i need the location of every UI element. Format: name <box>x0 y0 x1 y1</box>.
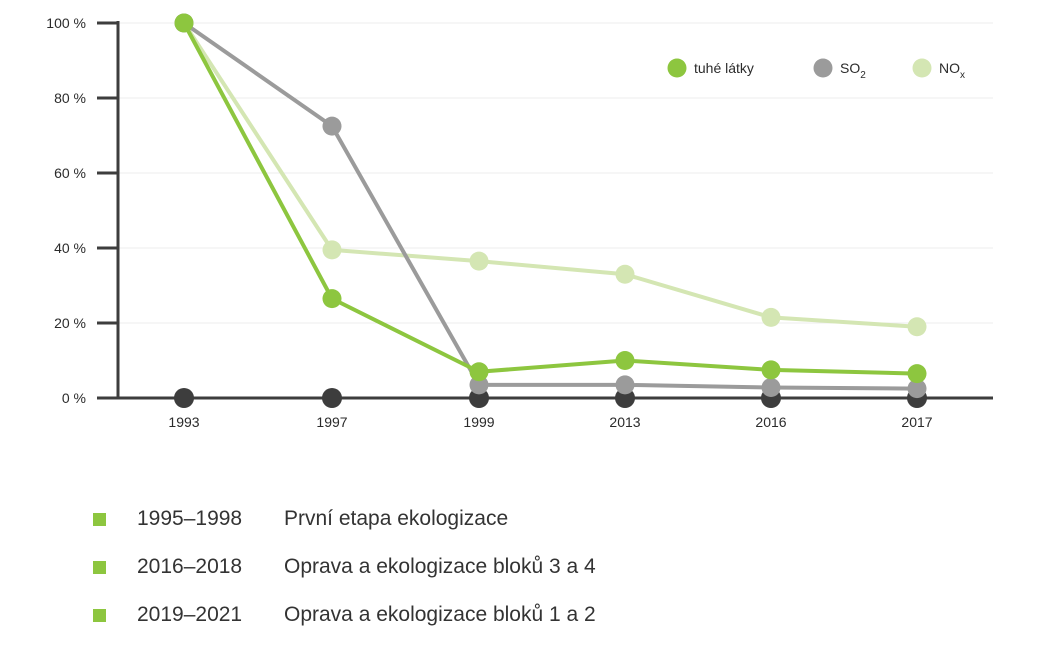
data-point-so <box>469 375 489 395</box>
legend-marker <box>667 58 687 78</box>
x-tick-label: 1997 <box>316 414 347 430</box>
baseline-marker <box>469 388 489 408</box>
baseline-marker <box>174 388 194 408</box>
legend-marker <box>912 58 932 78</box>
data-point-no <box>761 307 781 327</box>
data-point-tuh-l-tky <box>761 360 781 380</box>
x-tick-label: 1999 <box>463 414 494 430</box>
emissions-line-chart: 0 % 20 % 40 % 60 % 80 % 100 % 1993 1997 1999 2013… <box>46 13 993 430</box>
legend-label-subscript: x <box>960 70 965 81</box>
data-point-no <box>615 264 635 284</box>
y-tick-label: 20 % <box>54 315 86 331</box>
data-point-no <box>907 317 927 337</box>
legend-marker <box>813 58 833 78</box>
milestone-item: 1995–1998 První etapa ekologizace <box>93 495 793 543</box>
data-point-so <box>322 116 342 136</box>
series-line-no <box>182 21 918 329</box>
milestone-period: 1995–1998 <box>137 507 243 530</box>
green-square-bullet-icon <box>93 560 106 574</box>
x-tick-label: 2013 <box>609 414 640 430</box>
x-tick-label: 2017 <box>901 414 932 430</box>
data-point-tuh-l-tky <box>469 362 489 382</box>
axes: 0 % 20 % 40 % 60 % 80 % 100 % 1993 1997 1999 2013… <box>46 15 993 430</box>
data-point-so <box>907 379 927 399</box>
data-point-so <box>615 375 635 395</box>
series-lines <box>174 13 927 399</box>
y-tick-label: 0 % <box>62 390 86 406</box>
y-tick-label: 40 % <box>54 240 86 256</box>
data-point-tuh-l-tky <box>174 13 194 33</box>
milestone-description: Oprava a ekologizace bloků 3 a 4 <box>284 555 596 578</box>
legend: tuhé látky SO2 NOx <box>667 58 965 81</box>
green-square-bullet-icon <box>93 608 106 622</box>
milestone-item: 2016–2018 Oprava a ekologizace bloků 3 a… <box>93 543 793 591</box>
baseline-marker <box>322 388 342 408</box>
y-tick-label: 60 % <box>54 165 86 181</box>
milestone-description: Oprava a ekologizace bloků 1 a 2 <box>284 603 596 626</box>
legend-label: NOx <box>939 60 965 81</box>
milestone-period: 2019–2021 <box>137 603 243 626</box>
baseline-marker <box>615 388 635 408</box>
data-point-no <box>322 240 342 260</box>
y-tick-label: 100 % <box>46 15 86 31</box>
legend-label: tuhé látky <box>694 60 754 76</box>
green-square-bullet-icon <box>93 512 106 526</box>
data-point-no <box>469 251 489 271</box>
legend-label: SO2 <box>840 60 866 81</box>
milestone-item: 2019–2021 Oprava a ekologizace bloků 1 a… <box>93 591 793 639</box>
data-point-tuh-l-tky <box>615 351 635 370</box>
milestone-period: 2016–2018 <box>137 555 243 578</box>
series-line-tuh-l-tky <box>182 22 918 376</box>
x-tick-label: 1993 <box>168 414 199 430</box>
milestones-list: 1995–1998 První etapa ekologizace 2016–2… <box>93 495 793 639</box>
x-tick-label: 2016 <box>755 414 786 430</box>
data-point-tuh-l-tky <box>322 289 342 309</box>
data-point-tuh-l-tky <box>907 364 927 384</box>
milestone-description: První etapa ekologizace <box>284 507 509 530</box>
data-point-so <box>761 378 781 397</box>
series-line-so <box>182 21 918 391</box>
y-tick-label: 80 % <box>54 90 86 106</box>
legend-label-subscript: 2 <box>860 70 866 81</box>
